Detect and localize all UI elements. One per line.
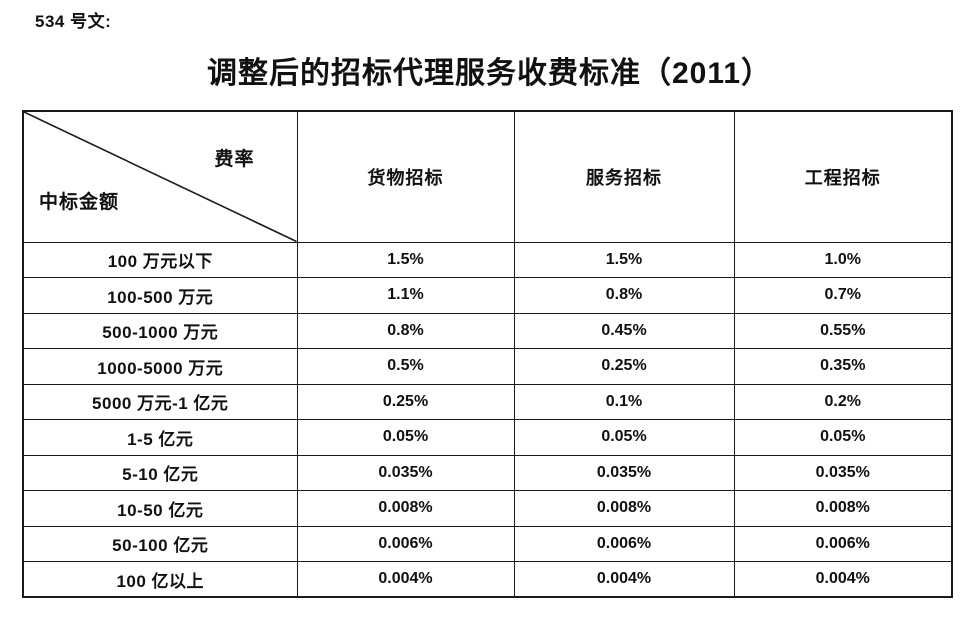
rate-value-cell: 1.5% xyxy=(513,241,735,278)
rate-value-cell: 0.006% xyxy=(513,525,735,562)
column-header-engineering-bidding: 工程招标 xyxy=(733,110,953,243)
table-row: 1-5 亿元 0.05% 0.05% 0.05% xyxy=(22,419,953,456)
table-row: 5-10 亿元 0.035% 0.035% 0.035% xyxy=(22,454,953,491)
row-label-amount-range: 50-100 亿元 xyxy=(22,525,298,562)
rate-value-cell: 0.035% xyxy=(733,454,953,491)
rate-value-cell: 0.45% xyxy=(513,312,735,349)
rate-value-cell: 1.0% xyxy=(733,241,953,278)
rate-value-cell: 0.035% xyxy=(296,454,515,491)
header-row: 费率 中标金额 货物招标 服务招标 工程招标 xyxy=(22,110,953,243)
row-label-amount-range: 100 亿以上 xyxy=(22,561,298,598)
rate-value-cell: 0.8% xyxy=(296,312,515,349)
rate-value-cell: 0.008% xyxy=(513,490,735,527)
row-label-amount-range: 100 万元以下 xyxy=(22,241,298,278)
rate-value-cell: 0.008% xyxy=(733,490,953,527)
table-row: 100 万元以下 1.5% 1.5% 1.0% xyxy=(22,241,953,278)
rate-value-cell: 0.5% xyxy=(296,348,515,385)
row-label-amount-range: 1000-5000 万元 xyxy=(22,348,298,385)
rate-value-cell: 0.004% xyxy=(513,561,735,598)
table-row: 1000-5000 万元 0.5% 0.25% 0.35% xyxy=(22,348,953,385)
page-title: 调整后的招标代理服务收费标准（2011） xyxy=(206,57,773,90)
rate-value-cell: 0.8% xyxy=(513,277,735,314)
row-label-amount-range: 5-10 亿元 xyxy=(22,454,298,491)
table-row: 50-100 亿元 0.006% 0.006% 0.006% xyxy=(22,525,953,562)
fee-table-body: 100 万元以下 1.5% 1.5% 1.0% 100-500 万元 1.1% 0.8% 0.… xyxy=(22,241,953,598)
table-row: 500-1000 万元 0.8% 0.45% 0.55% xyxy=(22,312,953,349)
rate-value-cell: 0.2% xyxy=(733,383,953,420)
rate-value-cell: 0.1% xyxy=(513,383,735,420)
column-header-service-bidding: 服务招标 xyxy=(513,110,735,243)
table-row: 5000 万元-1 亿元 0.25% 0.1% 0.2% xyxy=(22,383,953,420)
rate-value-cell: 0.7% xyxy=(733,277,953,314)
row-label-amount-range: 500-1000 万元 xyxy=(22,312,298,349)
row-label-amount-range: 100-500 万元 xyxy=(22,277,298,314)
row-label-amount-range: 10-50 亿元 xyxy=(22,490,298,527)
rate-value-cell: 0.035% xyxy=(513,454,735,491)
rate-value-cell: 0.05% xyxy=(513,419,735,456)
table-row: 100 亿以上 0.004% 0.004% 0.004% xyxy=(22,561,953,598)
table-row: 10-50 亿元 0.008% 0.008% 0.008% xyxy=(22,490,953,527)
column-header-goods-bidding: 货物招标 xyxy=(296,110,515,243)
rate-value-cell: 0.006% xyxy=(733,525,953,562)
rate-value-cell: 0.05% xyxy=(733,419,953,456)
rate-value-cell: 0.25% xyxy=(296,383,515,420)
rate-value-cell: 0.35% xyxy=(733,348,953,385)
rate-value-cell: 1.1% xyxy=(296,277,515,314)
rate-value-cell: 0.05% xyxy=(296,419,515,456)
row-label-amount-range: 5000 万元-1 亿元 xyxy=(22,383,298,420)
row-label-amount-range: 1-5 亿元 xyxy=(22,419,298,456)
doc-number-label: 534 号文: xyxy=(35,12,112,31)
rate-value-cell: 0.008% xyxy=(296,490,515,527)
corner-cell: 费率 中标金额 xyxy=(22,110,298,243)
corner-label-amount: 中标金额 xyxy=(39,191,120,213)
table-row: 100-500 万元 1.1% 0.8% 0.7% xyxy=(22,277,953,314)
rate-value-cell: 0.25% xyxy=(513,348,735,385)
rate-value-cell: 0.006% xyxy=(296,525,515,562)
rate-value-cell: 0.55% xyxy=(733,312,953,349)
diagonal-divider-line xyxy=(24,112,297,242)
rate-value-cell: 1.5% xyxy=(296,241,515,278)
corner-label-rate: 费率 xyxy=(214,149,255,170)
rate-value-cell: 0.004% xyxy=(733,561,953,598)
rate-value-cell: 0.004% xyxy=(296,561,515,598)
fee-table: 费率 中标金额 货物招标 服务招标 工程招标 100 万元以下 1.5% 1.5% 1… xyxy=(22,110,953,598)
